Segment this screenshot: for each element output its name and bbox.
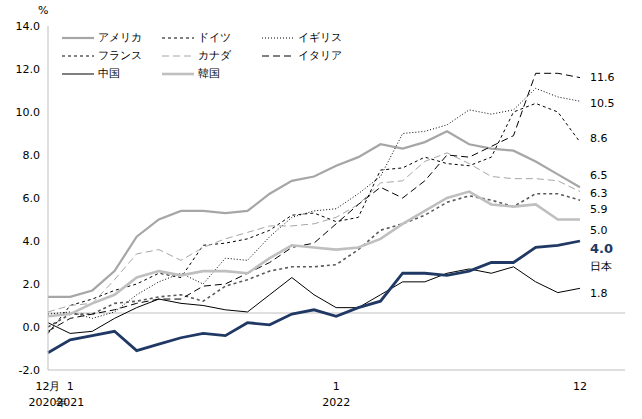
- html-text:韓国: 韓国: [198, 67, 220, 80]
- svg-text:1: 1: [67, 380, 74, 393]
- svg-text:12: 12: [573, 380, 587, 393]
- svg-text:12月: 12月: [36, 380, 61, 393]
- svg-text:10.5: 10.5: [590, 97, 615, 110]
- svg-text:5.0: 5.0: [590, 224, 608, 237]
- html-text:カナダ: カナダ: [198, 49, 231, 62]
- svg-text:0.0: 0.0: [23, 321, 41, 334]
- html-text:イタリア: イタリア: [298, 49, 342, 62]
- svg-text:-2.0: -2.0: [19, 364, 40, 377]
- svg-text:4.0: 4.0: [590, 241, 613, 256]
- svg-text:1: 1: [333, 380, 340, 393]
- html-text:イギリス: イギリス: [298, 31, 342, 44]
- svg-text:2.0: 2.0: [23, 278, 41, 291]
- svg-text:6.5: 6.5: [590, 169, 608, 182]
- svg-text:日本: 日本: [590, 260, 612, 273]
- html-text:フランス: フランス: [98, 49, 142, 62]
- html-text:ドイツ: ドイツ: [198, 31, 231, 44]
- svg-text:4.0: 4.0: [23, 235, 41, 248]
- svg-text:2021: 2021: [56, 396, 84, 409]
- svg-text:2020年: 2020年: [28, 396, 68, 409]
- svg-text:8.0: 8.0: [23, 149, 41, 162]
- svg-text:6.0: 6.0: [23, 192, 41, 205]
- svg-text:8.6: 8.6: [590, 132, 608, 145]
- html-text:アメリカ: アメリカ: [98, 31, 142, 44]
- svg-text:12.0: 12.0: [16, 63, 41, 76]
- svg-text:6.3: 6.3: [590, 187, 608, 200]
- html-text:中国: 中国: [98, 67, 120, 80]
- svg-text:5.9: 5.9: [590, 203, 608, 216]
- svg-text:1.8: 1.8: [590, 287, 608, 300]
- svg-text:11.6: 11.6: [590, 71, 615, 84]
- svg-text:2022: 2022: [322, 396, 350, 409]
- svg-text:10.0: 10.0: [16, 106, 41, 119]
- svg-text:14.0: 14.0: [16, 20, 41, 33]
